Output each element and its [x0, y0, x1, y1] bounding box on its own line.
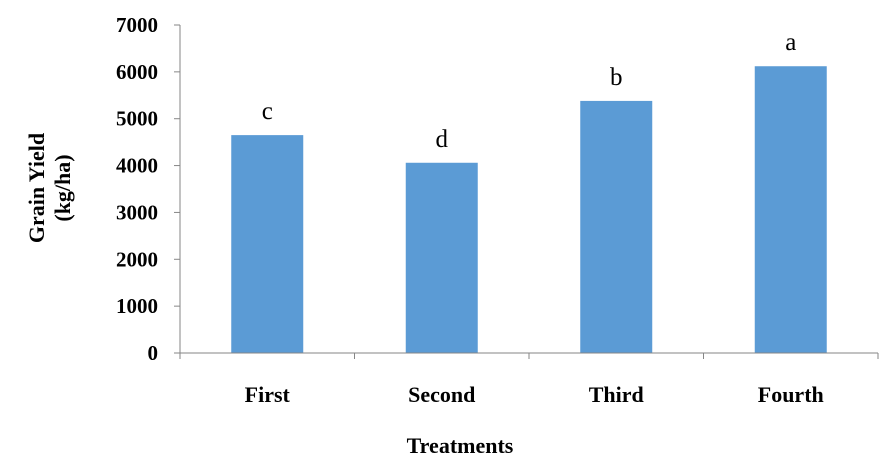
bars: c d b a [231, 29, 827, 353]
y-axis-title-line-2: (kg/ha) [50, 154, 75, 221]
x-tick-label: First [245, 382, 291, 407]
bar-data-label: c [262, 98, 273, 125]
y-tick-label: 5000 [116, 107, 158, 131]
x-tick-label: Second [408, 382, 475, 407]
bar-data-label: b [610, 64, 623, 91]
bar-data-label: d [436, 126, 449, 153]
y-tick-label: 3000 [116, 200, 158, 224]
y-tick-label: 4000 [116, 154, 158, 178]
y-tick-label: 7000 [116, 13, 158, 37]
bar-data-label: a [785, 29, 796, 56]
x-tick-label: Fourth [758, 382, 824, 407]
y-tick-label: 2000 [116, 247, 158, 271]
bar [754, 66, 827, 353]
bar [580, 100, 653, 353]
y-tick-label: 1000 [116, 294, 158, 318]
x-axis-title: Treatments [407, 433, 514, 457]
y-tick-label: 6000 [116, 60, 158, 84]
x-axis: First Second Third Fourth [179, 25, 879, 407]
bar [231, 135, 304, 353]
y-axis-ticks: 0 1000 2000 3000 4000 5000 6000 7000 [116, 13, 180, 365]
y-axis-title: Grain Yield (kg/ha) [24, 133, 75, 243]
y-tick-label: 0 [148, 341, 159, 365]
bar [405, 162, 478, 353]
x-tick-label: Third [589, 382, 644, 407]
y-axis-title-line-1: Grain Yield [24, 133, 49, 243]
